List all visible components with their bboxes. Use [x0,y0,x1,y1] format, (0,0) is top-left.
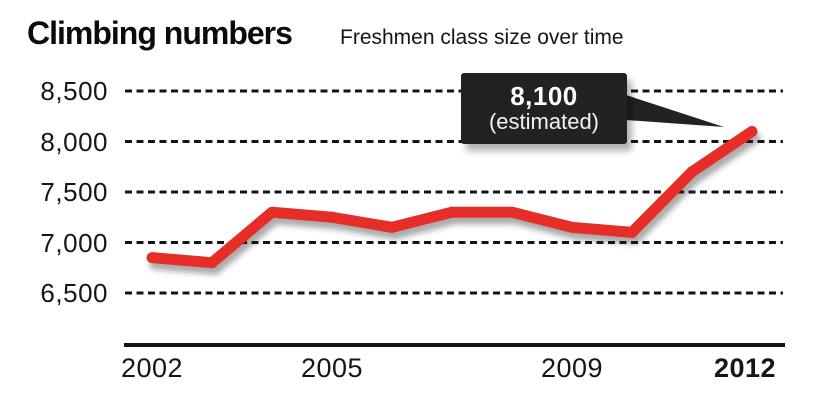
y-tick-label: 6,500 [40,278,108,308]
chart-title: Climbing numbers [27,15,293,51]
data-line-segment [566,221,638,238]
x-tick-label: 2012 [713,353,777,383]
data-line-segment [206,206,278,269]
data-line-segment [386,206,458,233]
data-line-segment [506,206,578,233]
x-tick-label: 2002 [120,353,184,383]
y-tick-label: 8,500 [40,76,108,106]
data-line-segment [266,206,338,223]
x-tick-label: 2009 [540,353,604,383]
y-tick-label: 7,500 [40,177,108,207]
chart-subtitle: Freshmen class size over time [340,26,624,49]
data-line-segment [686,125,758,178]
data-line [146,125,758,269]
callout-pointer [626,95,724,127]
callout-value: 8,100 [510,80,578,111]
data-line-segment [146,252,218,269]
callout-note: (estimated) [488,109,600,135]
data-line-shadow [149,132,761,275]
x-tick-label: 2005 [300,353,364,383]
data-line-segment [626,166,698,238]
y-tick-label: 8,000 [40,126,108,157]
data-line-segment [326,211,398,233]
y-tick-label: 7,000 [40,227,108,258]
callout: 8,100 (estimated) [461,73,627,144]
